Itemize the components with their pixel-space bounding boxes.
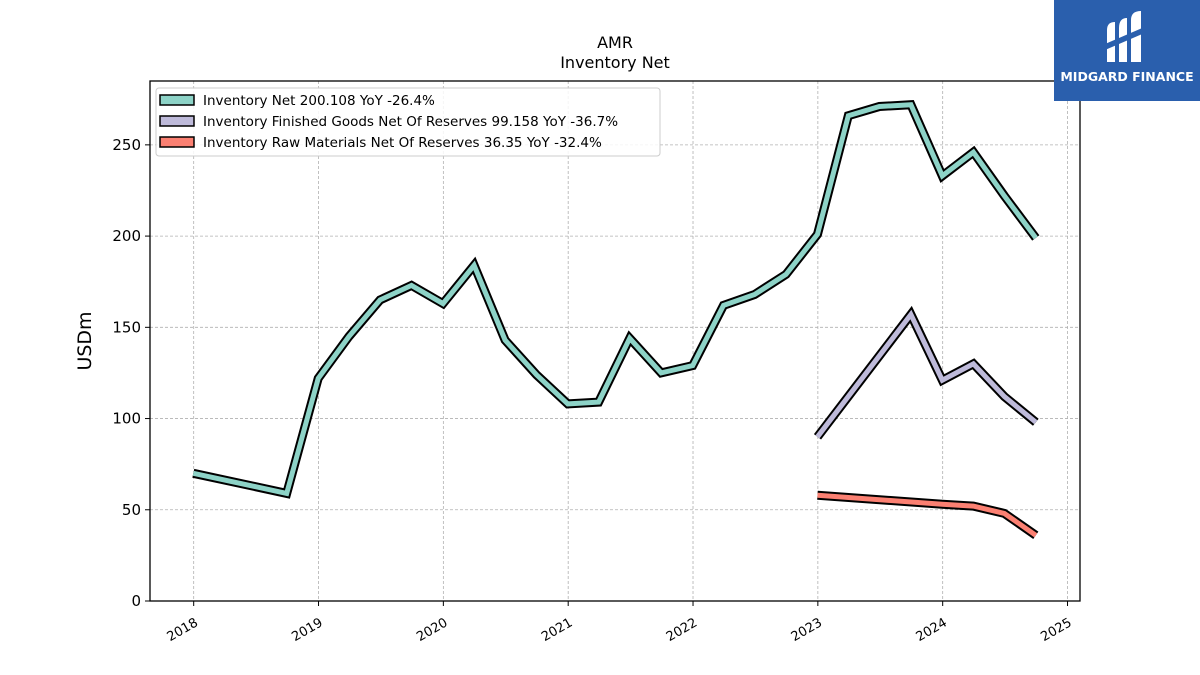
legend-label-0: Inventory Net 200.108 YoY -26.4%: [203, 93, 435, 109]
axis-ticks: 0 50 100 150 200 250 2018 2019 2020 2021 2022 2023 2…: [112, 136, 1074, 645]
midgard-finance-logo: MIDGARD FINANCE: [1054, 0, 1200, 101]
grid-lines: [150, 81, 1080, 602]
series-0-outline: [192, 100, 1040, 499]
chart-title: AMR: [597, 33, 633, 52]
y-tick-label: 150: [112, 318, 141, 336]
x-tick-label: 2025: [1038, 615, 1074, 645]
y-tick-label: 100: [112, 410, 141, 428]
midgard-logo-icon: [1105, 11, 1147, 62]
x-tick-label: 2018: [165, 615, 201, 645]
legend-box: [155, 87, 661, 157]
x-tick-label: 2022: [664, 615, 700, 645]
legend-label-1: Inventory Finished Goods Net Of Reserves…: [203, 114, 618, 130]
legend-swatch-0: [159, 94, 195, 106]
x-tick-label: 2019: [289, 615, 325, 645]
plot-frame: [149, 80, 1081, 602]
series-0-line: [192, 102, 1038, 497]
series-2-line: [817, 492, 1038, 538]
y-tick-label: 50: [122, 501, 141, 519]
y-tick-label: 200: [112, 227, 141, 245]
legend-swatch-1: [159, 115, 195, 127]
logo-text: MIDGARD FINANCE: [1060, 69, 1194, 84]
y-axis-label: USDm: [74, 311, 96, 370]
x-tick-label: 2024: [914, 615, 950, 645]
legend-swatch-2: [159, 136, 195, 148]
x-tick-label: 2020: [414, 615, 450, 645]
series-1-line: [815, 309, 1038, 439]
legend: Inventory Net 200.108 YoY -26.4% Inventor…: [155, 87, 661, 157]
y-tick-label: 250: [112, 136, 141, 154]
chart-subtitle: Inventory Net: [560, 53, 670, 72]
x-tick-label: 2021: [539, 615, 575, 645]
x-tick-label: 2023: [789, 615, 825, 645]
y-tick-label: 0: [131, 592, 141, 610]
legend-label-2: Inventory Raw Materials Net Of Reserves …: [203, 135, 602, 151]
series-lines: [192, 100, 1040, 539]
